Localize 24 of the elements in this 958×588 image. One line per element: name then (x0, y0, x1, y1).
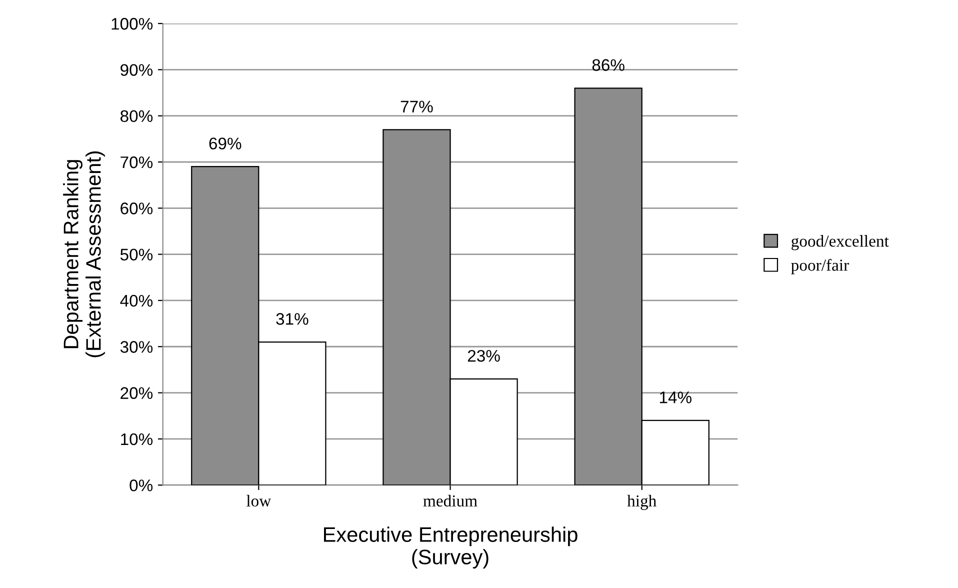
data-label: 77% (400, 100, 433, 112)
data-label: 31% (276, 313, 308, 325)
y-tick-label: 30% (120, 341, 153, 353)
y-axis-title: Department Ranking (External Assessment) (63, 151, 105, 358)
legend-label: good/excellent (792, 235, 889, 250)
y-tick-label: 50% (120, 248, 153, 261)
y-tick-label: 40% (120, 294, 153, 307)
data-label: 23% (468, 350, 500, 362)
y-tick-label: 80% (120, 110, 153, 122)
y-tick-label: 20% (120, 387, 153, 399)
y-tick-label: 10% (121, 433, 153, 446)
legend-label: poor/fair (791, 258, 849, 274)
y-tick-label: 0% (130, 480, 153, 492)
y-tick-label: 100% (112, 18, 153, 30)
data-label: 86% (592, 59, 624, 71)
data-label: 14% (660, 392, 692, 404)
y-tick-label: 90% (120, 64, 153, 76)
data-label: 69% (209, 138, 242, 150)
x-tick-label: medium (423, 494, 478, 507)
x-tick-label: high (627, 494, 656, 510)
y-tick-label: 70% (120, 156, 153, 168)
y-tick-label: 60% (120, 202, 153, 214)
x-axis-title: Executive Entrepreneurship (Survey) (324, 526, 578, 569)
x-tick-label: low (246, 494, 272, 507)
